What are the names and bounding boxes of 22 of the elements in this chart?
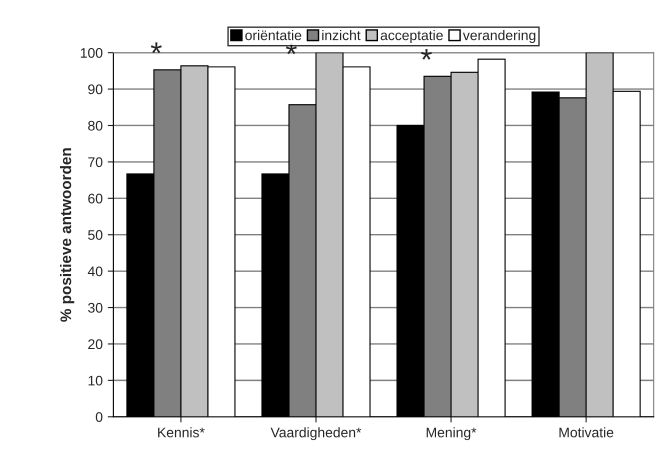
legend-label: inzicht bbox=[322, 30, 361, 40]
x-tick-label: Vaardigheden* bbox=[270, 427, 362, 440]
y-tick-label: 70 bbox=[88, 157, 102, 168]
x-tick-label: Mening* bbox=[426, 427, 476, 440]
y-tick-label: 40 bbox=[88, 266, 102, 276]
y-axis-title: % positieve antwoorden bbox=[60, 148, 74, 322]
annotation: * bbox=[286, 44, 297, 54]
y-tick-label: 30 bbox=[88, 302, 102, 313]
legend-label: acceptatie bbox=[380, 30, 443, 43]
y-tick-label: 60 bbox=[88, 194, 102, 204]
x-tick-label: Kennis* bbox=[158, 427, 205, 438]
legend-label: oriëntatie bbox=[245, 30, 302, 40]
y-tick-label: 50 bbox=[88, 230, 102, 240]
y-tick-label: 20 bbox=[88, 339, 102, 350]
legend-label: verandering bbox=[462, 30, 536, 43]
y-tick-label: 80 bbox=[88, 120, 102, 131]
y-tick-label: 90 bbox=[88, 84, 102, 94]
x-tick-label: Motivatie bbox=[559, 427, 614, 438]
y-tick-label: 100 bbox=[80, 48, 102, 58]
y-tick-label: 10 bbox=[88, 376, 102, 386]
annotation: * bbox=[150, 42, 162, 54]
y-tick-label: 0 bbox=[96, 412, 102, 422]
